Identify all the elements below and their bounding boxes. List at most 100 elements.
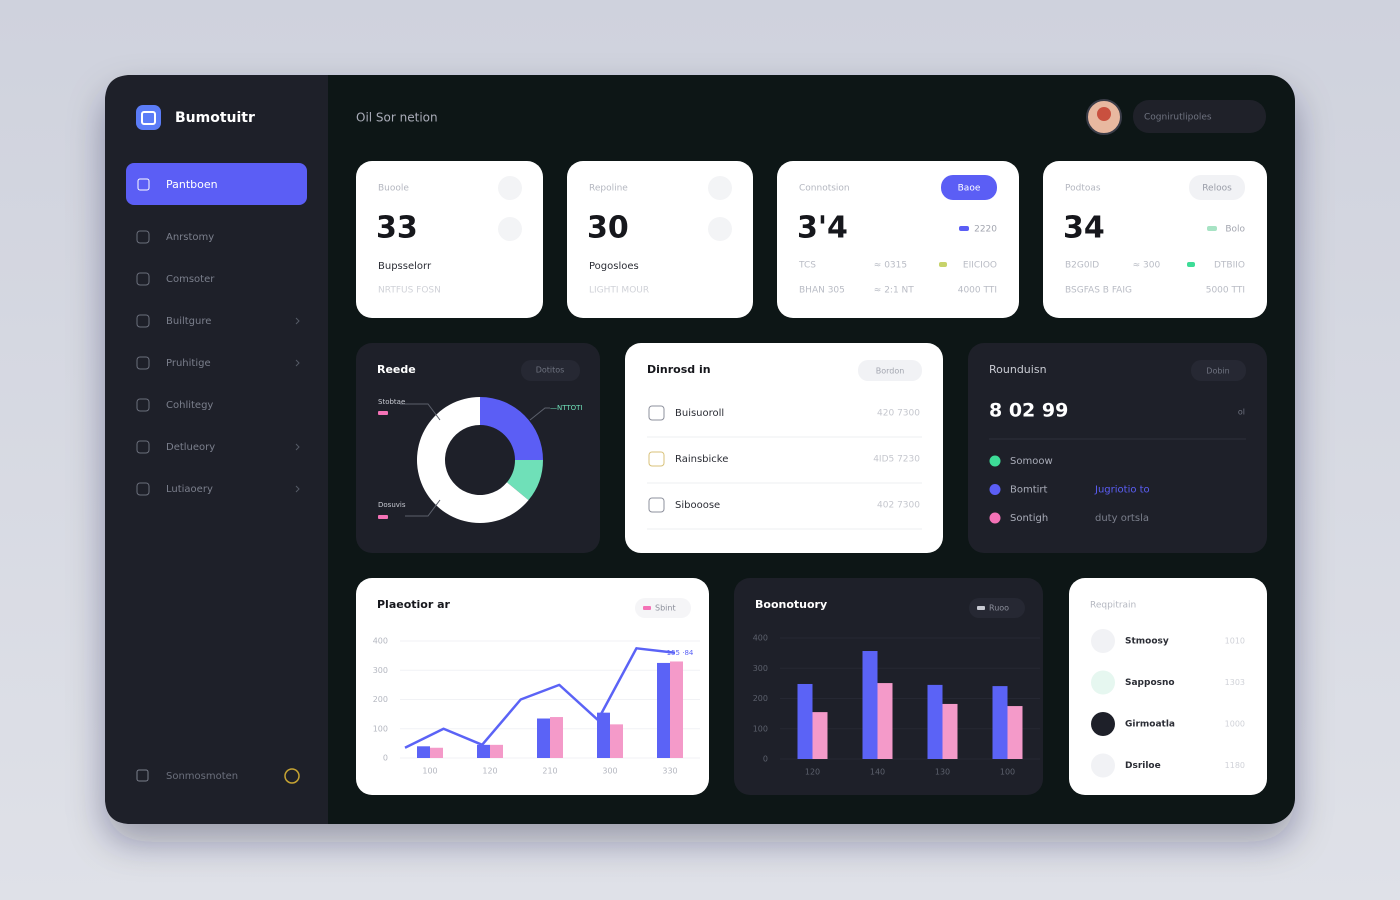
nav-icon[interactable] <box>136 356 150 370</box>
y-tick-label: 0 <box>763 755 768 764</box>
nav-label[interactable]: Anrstomy <box>166 232 214 243</box>
stat-card <box>356 161 543 318</box>
brand-name: Bumotuitr <box>175 110 255 126</box>
task-label[interactable]: Stmoosy <box>1125 637 1169 647</box>
nav-icon[interactable] <box>136 440 150 454</box>
badge[interactable] <box>941 175 997 200</box>
button-label: Dobin <box>1206 367 1229 376</box>
legend-swatch <box>1207 226 1217 231</box>
stat-row: TCS <box>798 261 816 271</box>
row-value: 402 7300 <box>877 501 920 511</box>
icon-button[interactable] <box>498 176 522 200</box>
chevron <box>295 359 300 367</box>
nav-icon[interactable] <box>136 398 150 412</box>
legend-label: Ruoo <box>989 604 1009 613</box>
button[interactable] <box>1191 360 1246 381</box>
badge-label: Baoe <box>958 184 981 194</box>
nav-label[interactable]: Builtgure <box>166 316 211 327</box>
nav-label[interactable]: Detlueory <box>166 442 215 453</box>
x-tick-label: 300 <box>602 767 617 776</box>
bar <box>657 662 670 758</box>
nav-label[interactable]: Cohlitegy <box>166 400 213 411</box>
stat-row: ≈ 0315 <box>874 261 907 271</box>
bar <box>670 661 683 758</box>
nav-icon[interactable] <box>136 314 150 328</box>
stat-note: LIGHTI MOUR <box>589 286 649 296</box>
task-label[interactable]: Girmoatla <box>1125 720 1175 730</box>
bar <box>797 683 813 759</box>
legend-pill[interactable] <box>635 598 691 618</box>
y-tick-label: 0 <box>383 754 388 763</box>
footer-label: Sonmosmoten <box>166 771 238 782</box>
icon-button[interactable] <box>498 217 522 241</box>
annotation-swatch <box>378 411 388 415</box>
bar <box>537 718 550 758</box>
stat-row: DTBIIO <box>1214 261 1245 271</box>
tasks-card <box>1069 578 1267 795</box>
leader-line <box>400 403 441 421</box>
stat-card <box>1043 161 1267 318</box>
stat-row: BHAN 305 <box>799 286 845 296</box>
nav-label[interactable]: Lutiaoery <box>166 484 213 495</box>
row-value: 4ID5 7230 <box>873 455 920 465</box>
task-icon <box>1091 712 1115 736</box>
legend-swatch <box>643 606 651 610</box>
task-icon <box>1091 629 1115 653</box>
task-label[interactable]: Sapposno <box>1125 678 1175 688</box>
badge[interactable] <box>1189 175 1245 200</box>
icon-button[interactable] <box>708 176 732 200</box>
x-tick-label: 100 <box>422 767 437 776</box>
row-icon <box>648 451 665 467</box>
nav-label[interactable]: Pruhitige <box>166 358 211 369</box>
donut-card <box>356 343 600 553</box>
row-label[interactable]: Sibooose <box>675 500 720 511</box>
stat-note: NRTFUS FOSN <box>378 286 441 296</box>
bar <box>417 746 430 758</box>
donut-segment <box>417 397 529 523</box>
legend-label: Somoow <box>1010 456 1053 467</box>
list-card <box>625 343 943 553</box>
legend-dot <box>989 484 1001 495</box>
task-value: 1180 <box>1225 761 1245 770</box>
bar <box>1007 706 1023 759</box>
y-tick-label: 300 <box>753 664 768 673</box>
stat-value: 33 <box>376 211 418 246</box>
line-series <box>404 647 676 749</box>
icon-button[interactable] <box>708 217 732 241</box>
bar <box>430 747 443 758</box>
x-tick-label: 140 <box>870 768 885 777</box>
button-label: Bordon <box>876 367 905 376</box>
summary-value: 8 02 99 <box>989 400 1068 422</box>
content: Bumotuitr Pantboen Anrstomy Comsoter Builtgu… <box>126 99 1267 795</box>
task-label[interactable]: Dsriloe <box>1125 761 1161 771</box>
account-pill[interactable] <box>1133 100 1266 133</box>
page-title: Oil Sor netion <box>356 111 438 125</box>
nav-icon[interactable] <box>136 482 150 496</box>
stat-row: ≈ 2:1 NT <box>874 286 914 296</box>
summary-card <box>968 343 1267 553</box>
y-tick-label: 100 <box>753 724 768 733</box>
nav-icon[interactable] <box>136 230 150 244</box>
y-tick-label: 200 <box>753 694 768 703</box>
button[interactable] <box>521 360 580 381</box>
bar <box>477 744 490 758</box>
legend-note: Jugriotio to <box>1094 485 1150 496</box>
stat-row: ≈ 300 <box>1133 261 1161 271</box>
stat-card <box>567 161 753 318</box>
task-value: 1000 <box>1225 720 1245 729</box>
avatar-face <box>1097 107 1111 121</box>
button[interactable] <box>858 360 922 381</box>
x-tick-label: 100 <box>1000 768 1015 777</box>
nav-label[interactable]: Comsoter <box>166 274 215 285</box>
chart-title: Plaeotior ar <box>377 598 451 611</box>
nav-icon[interactable] <box>136 272 150 286</box>
row-label[interactable]: Buisuoroll <box>675 408 724 419</box>
y-tick-label: 400 <box>373 637 388 646</box>
stat-value: 34 <box>1063 211 1105 246</box>
stat-value: 30 <box>587 211 629 246</box>
card-title: Reqpitrain <box>1090 601 1136 611</box>
row-label[interactable]: Rainsbicke <box>675 454 728 465</box>
annotation: —NTTOTI <box>550 404 583 412</box>
legend-pill[interactable] <box>969 598 1025 618</box>
nav-active[interactable] <box>126 163 307 205</box>
